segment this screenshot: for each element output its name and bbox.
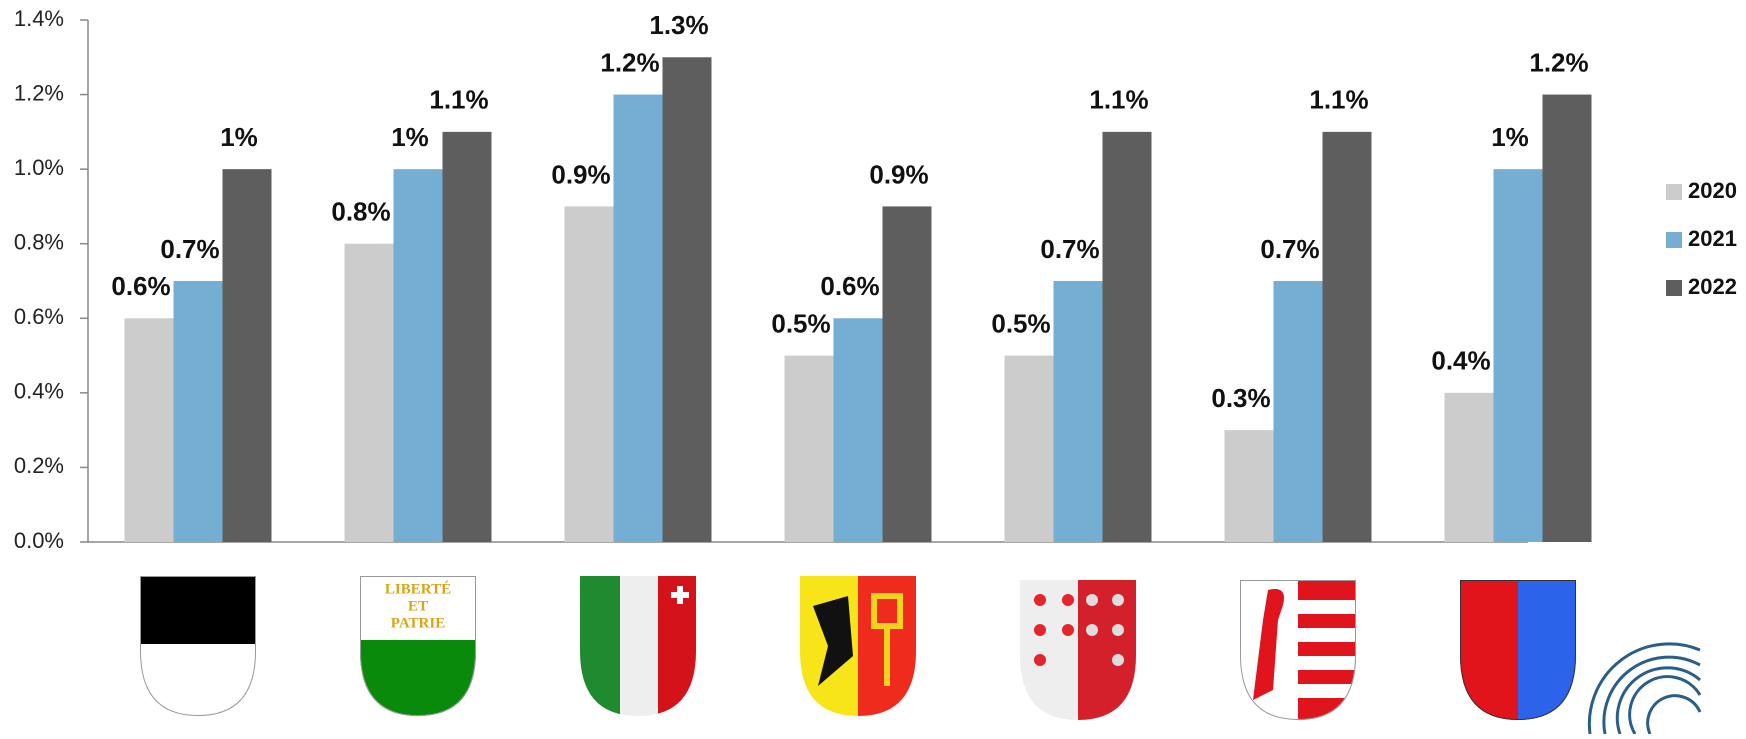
bar bbox=[1494, 169, 1543, 542]
shields: LIBERTÉ ET PATRIE bbox=[140, 576, 1700, 734]
shield: LIBERTÉ ET PATRIE bbox=[360, 576, 476, 716]
bar bbox=[394, 169, 443, 542]
bar bbox=[565, 206, 614, 542]
shield bbox=[1456, 580, 1580, 730]
bar bbox=[834, 318, 883, 542]
shield bbox=[796, 576, 920, 726]
legend-swatch bbox=[1666, 232, 1682, 248]
legend-label: 2022 bbox=[1688, 274, 1737, 299]
bar bbox=[345, 244, 394, 542]
value-label: 0.9% bbox=[869, 159, 928, 189]
y-tick-label: 1.2% bbox=[14, 80, 64, 105]
value-label: 0.5% bbox=[991, 308, 1050, 338]
y-tick-label: 1.0% bbox=[14, 155, 64, 180]
value-label: 1% bbox=[220, 122, 258, 152]
legend-swatch bbox=[1666, 280, 1682, 296]
value-label: 1.1% bbox=[429, 85, 488, 115]
bar bbox=[223, 169, 272, 542]
value-label: 0.7% bbox=[1260, 234, 1319, 264]
motto: PATRIE bbox=[391, 615, 445, 631]
y-tick-label: 1.4% bbox=[14, 6, 64, 31]
bar bbox=[1103, 132, 1152, 542]
value-label: 0.4% bbox=[1431, 346, 1490, 376]
value-label: 0.6% bbox=[820, 271, 879, 301]
value-label: 0.7% bbox=[1040, 234, 1099, 264]
bar bbox=[125, 318, 174, 542]
bar bbox=[1054, 281, 1103, 542]
bar bbox=[174, 281, 223, 542]
value-label: 1.1% bbox=[1309, 85, 1368, 115]
motto: ET bbox=[408, 598, 428, 614]
value-label: 0.6% bbox=[111, 271, 170, 301]
value-label: 0.7% bbox=[160, 234, 219, 264]
motto: LIBERTÉ bbox=[385, 580, 451, 597]
value-label: 0.9% bbox=[551, 159, 610, 189]
bar bbox=[1005, 356, 1054, 542]
bar bbox=[614, 95, 663, 542]
shield bbox=[1236, 580, 1360, 730]
y-tick-label: 0.2% bbox=[14, 453, 64, 478]
bar bbox=[883, 206, 932, 542]
shield bbox=[580, 576, 696, 716]
y-tick-label: 0.8% bbox=[14, 230, 64, 255]
bar bbox=[1225, 430, 1274, 542]
value-label: 1.1% bbox=[1089, 85, 1148, 115]
bar bbox=[1323, 132, 1372, 542]
bar bbox=[785, 356, 834, 542]
legend-label: 2020 bbox=[1688, 178, 1737, 203]
value-label: 1% bbox=[391, 122, 429, 152]
value-label: 1% bbox=[1491, 122, 1529, 152]
y-tick-label: 0.0% bbox=[14, 528, 64, 553]
value-label: 1.2% bbox=[1529, 47, 1588, 77]
shield bbox=[140, 576, 256, 716]
bar bbox=[663, 57, 712, 542]
bar bbox=[443, 132, 492, 542]
chart: LIBERTÉ ET PATRIE bbox=[0, 0, 1746, 734]
value-label: 1.3% bbox=[649, 10, 708, 40]
legend-swatch bbox=[1666, 184, 1682, 200]
legend-label: 2021 bbox=[1688, 226, 1737, 251]
value-label: 0.3% bbox=[1211, 383, 1270, 413]
y-tick-label: 0.6% bbox=[14, 304, 64, 329]
shield bbox=[1016, 580, 1140, 730]
value-label: 0.8% bbox=[331, 197, 390, 227]
bar bbox=[1274, 281, 1323, 542]
y-tick-label: 0.4% bbox=[14, 379, 64, 404]
value-label: 1.2% bbox=[600, 47, 659, 77]
bar bbox=[1445, 393, 1494, 542]
bar bbox=[1543, 95, 1592, 542]
value-label: 0.5% bbox=[771, 308, 830, 338]
fingerprint-icon bbox=[1589, 644, 1700, 734]
